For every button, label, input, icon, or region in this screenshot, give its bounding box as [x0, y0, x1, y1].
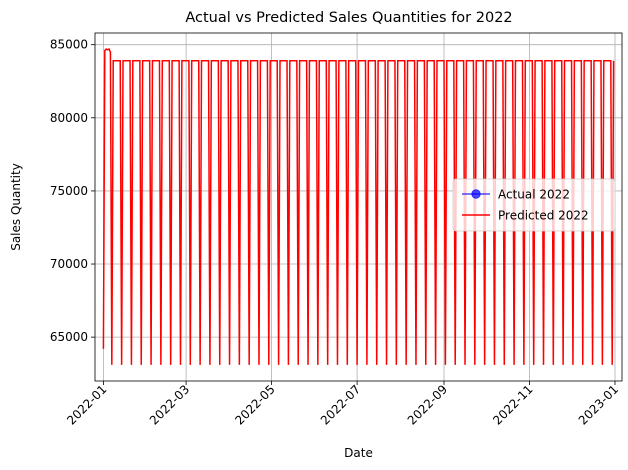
x-tick-label: 2022-05	[232, 382, 277, 427]
x-axis-label: Date	[344, 446, 373, 460]
chart-title: Actual vs Predicted Sales Quantities for…	[185, 10, 512, 26]
y-tick-label: 75000	[50, 184, 88, 198]
predicted-2022-line	[102, 48, 615, 365]
legend-box	[452, 178, 616, 232]
series-layer	[102, 48, 615, 365]
y-tick-label: 80000	[50, 111, 88, 125]
x-tick-label: 2023-01	[576, 382, 621, 427]
y-tick-label: 65000	[50, 330, 88, 344]
y-tick-label: 85000	[50, 38, 88, 52]
plot-frame	[94, 32, 623, 382]
x-tick-label: 2022-11	[490, 382, 535, 427]
legend-actual-marker	[471, 189, 481, 199]
legend: Actual 2022 Predicted 2022	[452, 178, 616, 232]
legend-predicted-label: Predicted 2022	[498, 209, 589, 223]
x-tick-label: 2022-09	[405, 382, 450, 427]
x-tick-label: 2022-03	[147, 382, 192, 427]
x-tick-label: 2022-01	[64, 382, 109, 427]
x-tick-label: 2022-07	[318, 382, 363, 427]
y-axis-label: Sales Quantity	[9, 163, 23, 251]
y-tick-label: 70000	[50, 257, 88, 271]
legend-actual-label: Actual 2022	[498, 188, 570, 202]
